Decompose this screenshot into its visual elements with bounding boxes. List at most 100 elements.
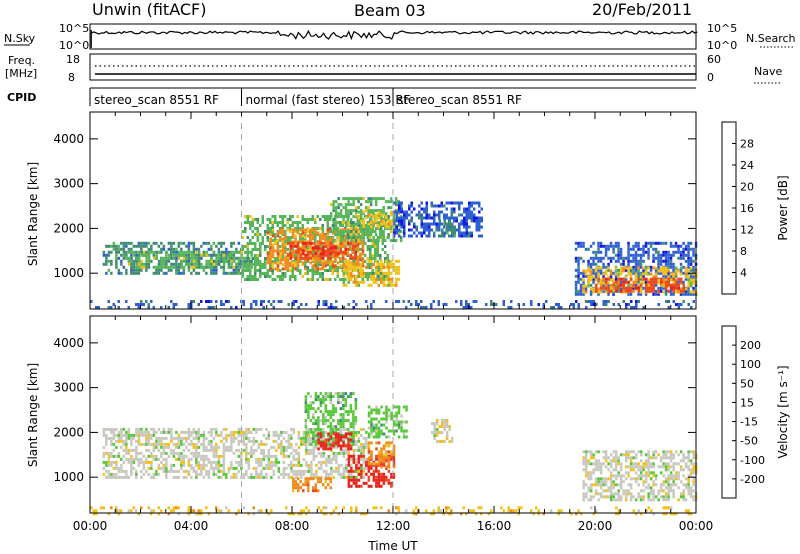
data-cell <box>377 225 381 229</box>
data-cell <box>367 459 371 463</box>
data-cell <box>177 265 181 269</box>
data-cell <box>339 228 342 232</box>
data-cell <box>276 249 280 253</box>
data-cell <box>465 300 468 303</box>
data-cell <box>322 303 325 306</box>
data-cell <box>597 292 600 296</box>
data-cell <box>177 451 181 455</box>
data-cell <box>352 440 355 444</box>
data-cell <box>324 234 327 238</box>
data-cell <box>372 209 375 213</box>
data-cell <box>362 481 366 485</box>
data-cell <box>352 460 356 464</box>
data-cell <box>160 445 163 449</box>
data-cell <box>167 253 171 257</box>
data-cell <box>240 250 243 254</box>
data-cell <box>160 250 163 254</box>
data-cell <box>217 454 221 458</box>
data-cell <box>172 469 176 473</box>
data-cell <box>314 437 318 441</box>
data-cell <box>182 448 186 452</box>
data-cell <box>385 408 388 412</box>
data-cell <box>316 272 319 275</box>
data-cell <box>375 405 378 409</box>
data-cell <box>275 448 278 452</box>
data-cell <box>205 436 208 440</box>
data-cell <box>478 234 481 238</box>
data-cell <box>390 441 393 445</box>
data-cell <box>592 250 595 254</box>
data-cell <box>145 268 148 272</box>
data-cell <box>319 404 323 408</box>
data-cell <box>306 260 309 263</box>
data-cell <box>577 259 580 263</box>
data-cell <box>349 227 353 231</box>
data-cell <box>689 272 693 276</box>
data-cell <box>322 436 326 440</box>
data-cell <box>380 268 383 272</box>
data-cell <box>362 448 366 452</box>
data-cell <box>230 430 233 434</box>
data-cell <box>587 284 590 288</box>
data-cell <box>647 272 650 276</box>
data-cell <box>207 457 211 461</box>
data-cell <box>319 272 322 275</box>
data-cell <box>674 241 678 245</box>
data-cell <box>375 219 378 223</box>
data-cell <box>274 218 277 221</box>
data-cell <box>585 306 588 309</box>
data-cell <box>230 466 233 470</box>
data-cell <box>344 215 347 218</box>
data-cell <box>649 241 653 245</box>
data-cell <box>382 280 385 284</box>
data-cell <box>157 244 161 248</box>
data-cell <box>269 263 272 266</box>
data-cell <box>392 239 395 243</box>
data-cell <box>400 222 403 226</box>
data-cell <box>317 489 320 493</box>
data-cell <box>197 439 201 443</box>
data-cell <box>334 392 338 396</box>
data-cell <box>326 231 330 235</box>
data-cell <box>220 303 223 306</box>
data-cell <box>281 249 285 253</box>
data-cell <box>314 233 317 236</box>
data-cell <box>380 274 383 278</box>
data-cell <box>385 300 388 303</box>
data-cell <box>660 280 663 284</box>
data-cell <box>272 469 276 473</box>
data-cell <box>670 286 673 290</box>
data-cell <box>304 267 307 271</box>
data-cell <box>215 430 218 434</box>
data-cell <box>260 427 263 431</box>
data-cell <box>105 475 108 479</box>
data-cell <box>345 268 348 272</box>
data-cell <box>321 234 325 238</box>
data-cell <box>639 277 643 281</box>
data-cell <box>117 475 121 479</box>
data-cell <box>172 247 176 251</box>
data-cell <box>162 430 166 434</box>
data-cell <box>579 277 583 281</box>
data-cell <box>261 242 264 245</box>
data-cell <box>120 262 123 266</box>
data-cell <box>332 413 335 417</box>
data-cell <box>595 283 598 287</box>
data-cell <box>197 303 200 306</box>
data-cell <box>112 460 116 464</box>
data-cell <box>692 300 695 303</box>
data-cell <box>357 233 360 237</box>
data-cell <box>692 259 695 263</box>
data-cell <box>212 451 216 455</box>
data-cell <box>232 271 236 275</box>
data-cell <box>385 420 388 424</box>
data-cell <box>389 224 393 228</box>
data-cell <box>345 427 348 431</box>
data-cell <box>142 303 145 306</box>
data-cell <box>342 206 345 210</box>
data-cell <box>342 197 345 201</box>
data-cell <box>190 466 193 470</box>
data-cell <box>634 272 638 276</box>
data-cell <box>360 433 363 437</box>
data-cell <box>281 218 284 221</box>
